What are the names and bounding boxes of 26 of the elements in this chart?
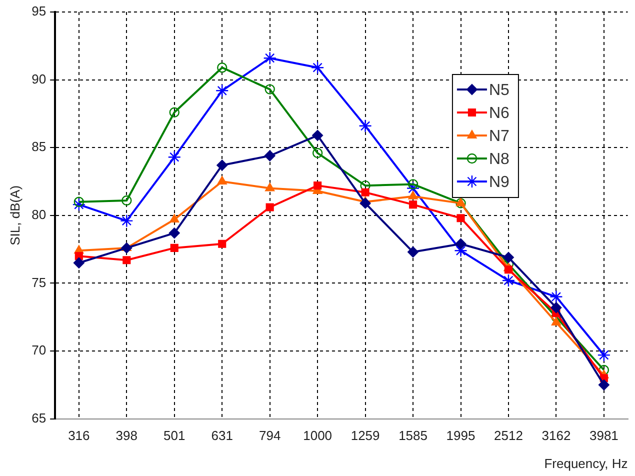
legend-label: N6 (488, 104, 510, 122)
x-tick-label: 501 (164, 428, 186, 444)
x-tick-label: 1995 (446, 428, 476, 444)
x-tick-label: 3162 (542, 428, 571, 444)
y-tick-label: 65 (32, 410, 46, 426)
x-axis-title: Frequency, Hz (544, 456, 628, 471)
y-tick-label: 85 (32, 139, 46, 154)
y-tick-label: 75 (32, 274, 46, 290)
y-tick-label: 95 (32, 4, 46, 19)
legend-label: N5 (488, 82, 510, 99)
x-tick-label: 1000 (303, 428, 332, 444)
x-tick-label: 398 (116, 428, 138, 444)
y-tick-label: 80 (32, 206, 46, 222)
x-tick-label: 2512 (494, 428, 523, 444)
y-tick-label: 90 (32, 71, 46, 86)
x-tick-label: 631 (211, 428, 233, 444)
legend-label: N7 (488, 128, 510, 145)
y-axis-title: SIL, dB(A) (7, 185, 22, 246)
y-tick-label: 70 (32, 342, 46, 358)
x-tick-label: 1585 (398, 428, 428, 444)
x-tick-label: 3981 (589, 428, 618, 444)
x-tick-label: 316 (68, 428, 90, 444)
legend-label: N8 (488, 150, 510, 168)
legend-label: N9 (488, 174, 510, 191)
x-tick-label: 794 (258, 428, 281, 444)
x-tick-label: 1259 (350, 428, 380, 444)
